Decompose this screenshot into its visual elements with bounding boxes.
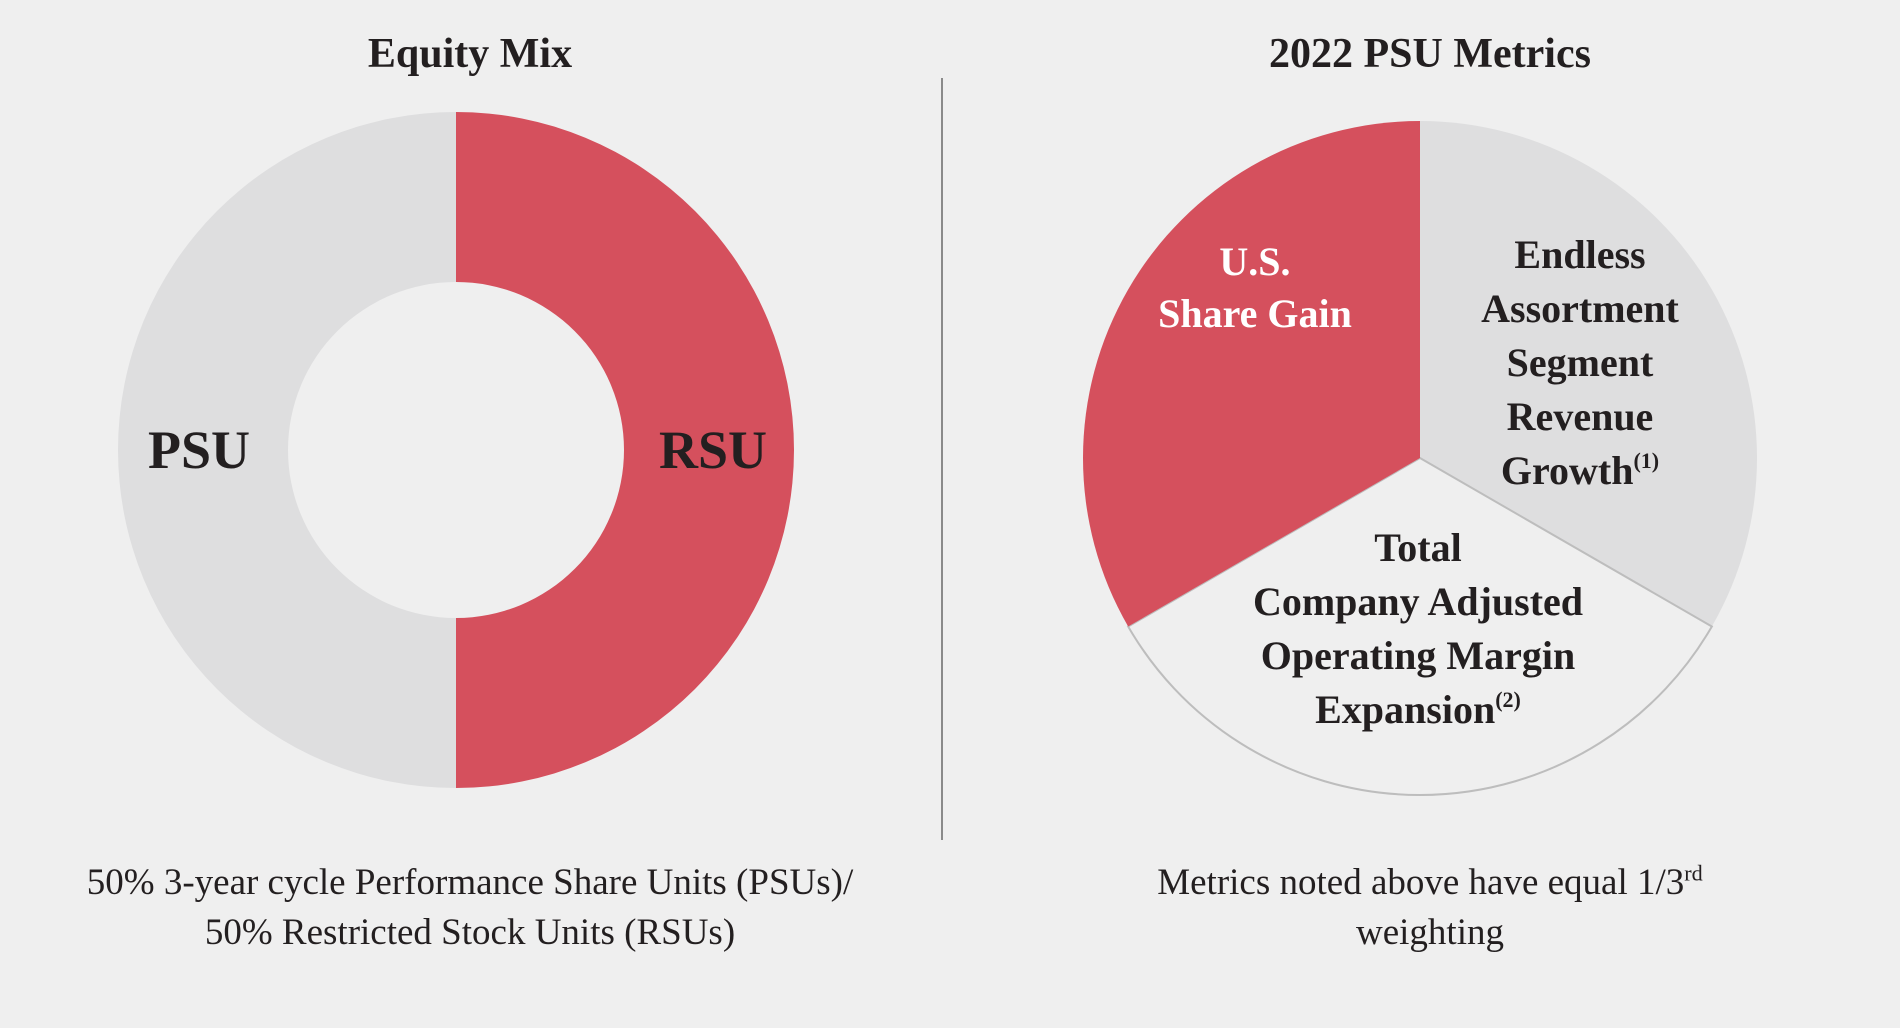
donut-slice-psu <box>117 112 457 788</box>
equity-mix-caption-line1: 50% 3-year cycle Performance Share Units… <box>86 862 854 903</box>
psu-metrics-title: 2022 PSU Metrics <box>1269 31 1591 77</box>
donut-slice-rsu <box>456 112 795 788</box>
psu-metrics-caption-text: Metrics noted above have equal 1/3 <box>1157 862 1685 903</box>
donut-label-psu: PSU <box>148 420 250 480</box>
equity-mix-panel: Equity Mix RSU PSU 50% 3-year cycle Perfo… <box>0 0 940 1028</box>
panel-divider <box>941 78 943 840</box>
equity-mix-donut-chart: RSU PSU <box>117 112 795 788</box>
psu-metrics-caption-line2: weighting <box>1356 912 1504 953</box>
pie-slice-u-s-share-gain <box>1083 121 1420 627</box>
pie-label-total-company-adjusted-operating-margin-expansion: Total Company Adjusted Operating Margin Exp… <box>1253 525 1583 732</box>
pie-label-endless-assortment-segment-revenue-growth: Endless Assortment Segment Revenue Growth(1) <box>1481 232 1679 493</box>
psu-metrics-caption-line1: Metrics noted above have equal 1/3rd <box>960 858 1900 908</box>
donut-label-rsu: RSU <box>659 420 767 480</box>
psu-metrics-caption: Metrics noted above have equal 1/3rd wei… <box>960 858 1900 958</box>
pie-slice-total-company-adjusted-operating-margin-expansion <box>1126 456 1714 796</box>
equity-mix-title: Equity Mix <box>367 31 573 77</box>
pie-label-u-s-share-gain: U.S. Share Gain <box>1158 239 1352 336</box>
psu-metrics-panel: 2022 PSU Metrics Endless Assortment Segmen… <box>960 0 1900 1028</box>
equity-mix-caption-line2: 50% Restricted Stock Units (RSUs) <box>204 912 736 953</box>
psu-metrics-pie-chart: Endless Assortment Segment Revenue Growth(1)… <box>1083 121 1757 796</box>
pie-slice-endless-assortment-segment-revenue-growth <box>1420 121 1757 627</box>
equity-mix-caption: 50% 3-year cycle Performance Share Units… <box>0 858 940 958</box>
psu-metrics-caption-sup: rd <box>1684 860 1703 886</box>
